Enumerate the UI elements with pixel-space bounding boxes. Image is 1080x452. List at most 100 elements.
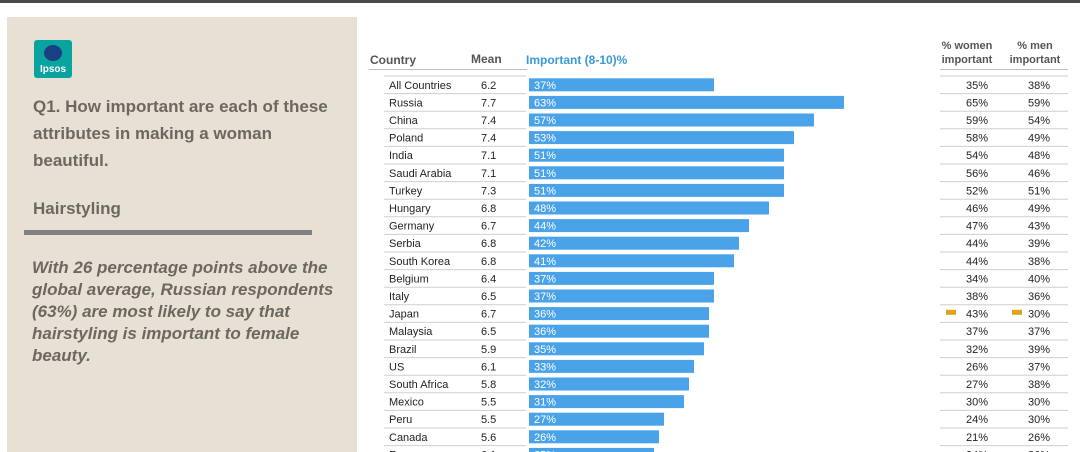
mean-value: 7.4 [481, 115, 496, 127]
mean-value: 6.5 [481, 326, 496, 338]
bar-value-label: 53% [534, 133, 556, 145]
men-value: 30% [1028, 397, 1050, 409]
bar-value-label: 51% [534, 150, 556, 162]
important-bar [529, 377, 689, 391]
bar-value-label: 37% [534, 80, 556, 92]
bar-value-label: 26% [534, 432, 556, 444]
country-label: US [389, 361, 404, 373]
top-border [0, 0, 1080, 3]
country-label: Mexico [389, 397, 424, 409]
women-value: 26% [966, 361, 988, 373]
men-value: 51% [1028, 185, 1050, 197]
men-value: 30% [1028, 309, 1050, 321]
bar-value-label: 27% [534, 414, 556, 426]
country-label: Canada [389, 432, 428, 444]
country-label: Hungary [389, 203, 431, 215]
women-value: 47% [966, 221, 988, 233]
bar-value-label: 48% [534, 203, 556, 215]
women-value: 52% [966, 185, 988, 197]
mean-value: 5.5 [481, 414, 496, 426]
men-value: 48% [1028, 150, 1050, 162]
men-value: 38% [1028, 379, 1050, 391]
header-men-line2: important [1009, 54, 1061, 66]
important-bar [529, 430, 659, 444]
bar-value-label: 35% [534, 344, 556, 356]
country-label: Germany [389, 221, 435, 233]
important-bar [529, 342, 704, 356]
men-value: 49% [1028, 133, 1050, 145]
men-value: 39% [1028, 344, 1050, 356]
header-men-line1: % men [1017, 40, 1053, 52]
women-value: 38% [966, 291, 988, 303]
bar-value-label: 41% [534, 256, 556, 268]
men-value: 38% [1028, 256, 1050, 268]
women-value: 59% [966, 115, 988, 127]
important-bar [529, 201, 769, 215]
women-value: 37% [966, 326, 988, 338]
women-value: 35% [966, 80, 988, 92]
country-label: Russia [389, 97, 424, 109]
important-bar [529, 183, 784, 197]
important-bar [529, 447, 654, 452]
bar-value-label: 33% [534, 361, 556, 373]
mean-value: 6.4 [481, 273, 496, 285]
men-value: 26% [1028, 432, 1050, 444]
important-bar [529, 236, 739, 250]
women-value: 30% [966, 397, 988, 409]
country-label: All Countries [389, 80, 452, 92]
mean-value: 7.7 [481, 97, 496, 109]
men-value: 40% [1028, 273, 1050, 285]
country-label: France [389, 449, 423, 452]
header-rule-left [369, 69, 527, 70]
header-important: Important (8-10)% [526, 53, 628, 67]
men-value: 38% [1028, 80, 1050, 92]
men-value: 59% [1028, 97, 1050, 109]
women-value: 58% [966, 133, 988, 145]
mean-value: 6.8 [481, 256, 496, 268]
header-country: Country [370, 53, 416, 67]
important-bar [529, 131, 794, 145]
important-bar [529, 166, 784, 180]
bar-value-label: 44% [534, 221, 556, 233]
bar-value-label: 37% [534, 291, 556, 303]
women-value: 54% [966, 150, 988, 162]
header-women: % women important [935, 39, 999, 67]
mean-value: 5.8 [481, 379, 496, 391]
women-highlight-marker [946, 309, 956, 315]
important-bar [529, 219, 749, 233]
mean-value: 6.5 [481, 291, 496, 303]
mean-value: 6.7 [481, 221, 496, 233]
women-value: 43% [966, 309, 988, 321]
important-bar [529, 307, 709, 321]
women-value: 44% [966, 238, 988, 250]
info-panel: Ipsos Q1. How important are each of thes… [7, 17, 357, 452]
men-value: 37% [1028, 326, 1050, 338]
country-label: Malaysia [389, 326, 433, 338]
women-value: 65% [966, 97, 988, 109]
bar-value-label: 51% [534, 185, 556, 197]
mean-value: 6.7 [481, 309, 496, 321]
important-bar [529, 412, 664, 426]
important-bar [529, 359, 694, 373]
women-value: 21% [966, 432, 988, 444]
summary-note: With 26 percentage points above the glob… [32, 258, 334, 365]
women-value: 24% [966, 449, 988, 452]
important-bar [529, 289, 714, 303]
mean-value: 7.1 [481, 150, 496, 162]
mean-value: 5.6 [481, 432, 496, 444]
important-bar [529, 254, 734, 268]
header-women-line1: % women [941, 40, 993, 52]
mean-value: 5.5 [481, 397, 496, 409]
bar-value-label: 37% [534, 273, 556, 285]
men-highlight-marker [1012, 309, 1022, 315]
men-value: 39% [1028, 238, 1050, 250]
men-value: 36% [1028, 291, 1050, 303]
country-label: Peru [389, 414, 412, 426]
women-value: 46% [966, 203, 988, 215]
mean-value: 7.4 [481, 133, 496, 145]
important-bar [529, 324, 709, 338]
country-label: South Korea [389, 256, 451, 268]
men-value: 37% [1028, 361, 1050, 373]
country-label: Belgium [389, 273, 429, 285]
divider [24, 230, 312, 235]
